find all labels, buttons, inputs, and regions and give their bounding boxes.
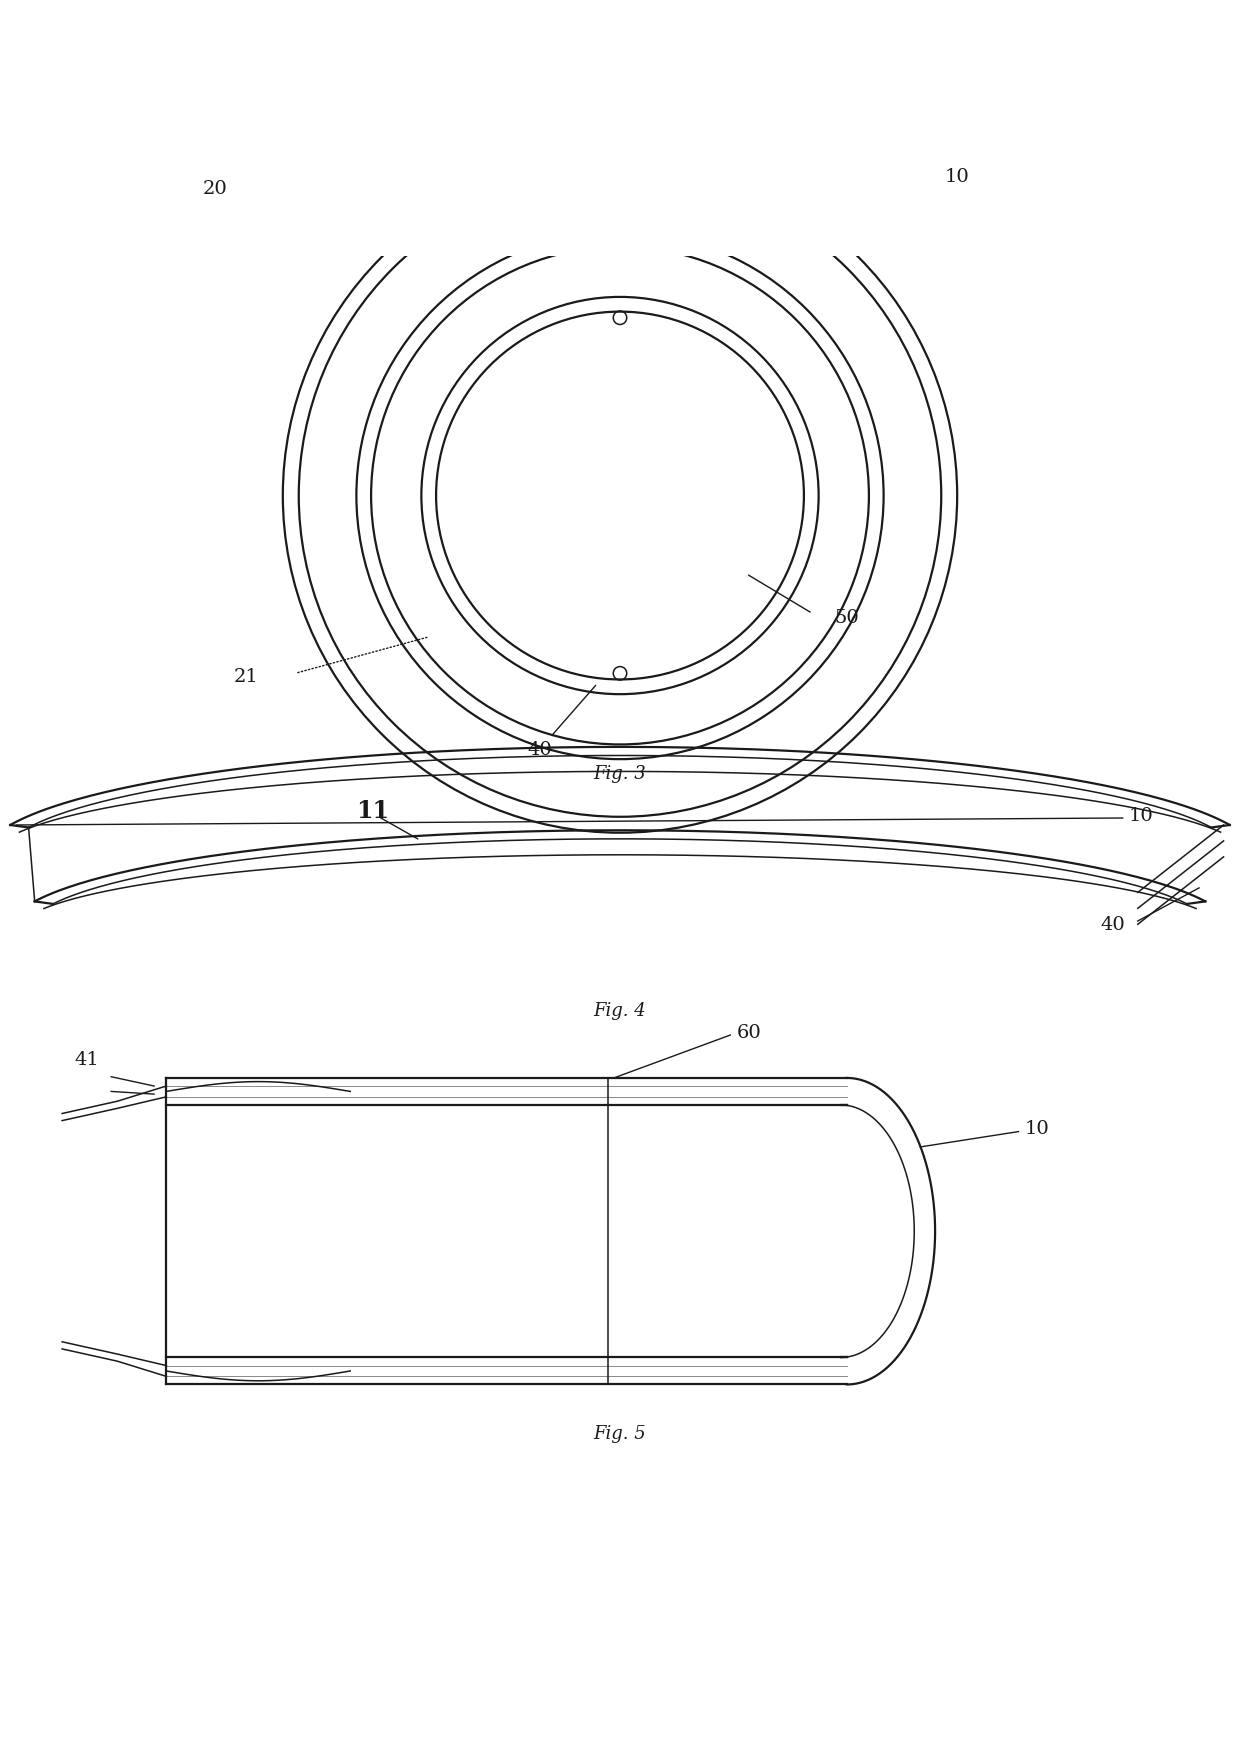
Text: 41: 41 (74, 1052, 99, 1069)
Text: Fig. 4: Fig. 4 (594, 1002, 646, 1019)
Text: 10: 10 (945, 167, 970, 186)
Text: Fig. 5: Fig. 5 (594, 1424, 646, 1443)
Text: 10: 10 (1024, 1120, 1049, 1137)
Text: 20: 20 (203, 181, 228, 198)
Text: 40: 40 (528, 741, 553, 758)
Text: 11: 11 (356, 798, 389, 823)
Text: Fig. 3: Fig. 3 (594, 765, 646, 783)
Text: 40: 40 (1101, 916, 1126, 934)
Text: 10: 10 (1128, 807, 1153, 824)
Text: 60: 60 (737, 1024, 761, 1042)
Text: 50: 50 (835, 609, 859, 628)
Text: 21: 21 (233, 668, 258, 685)
